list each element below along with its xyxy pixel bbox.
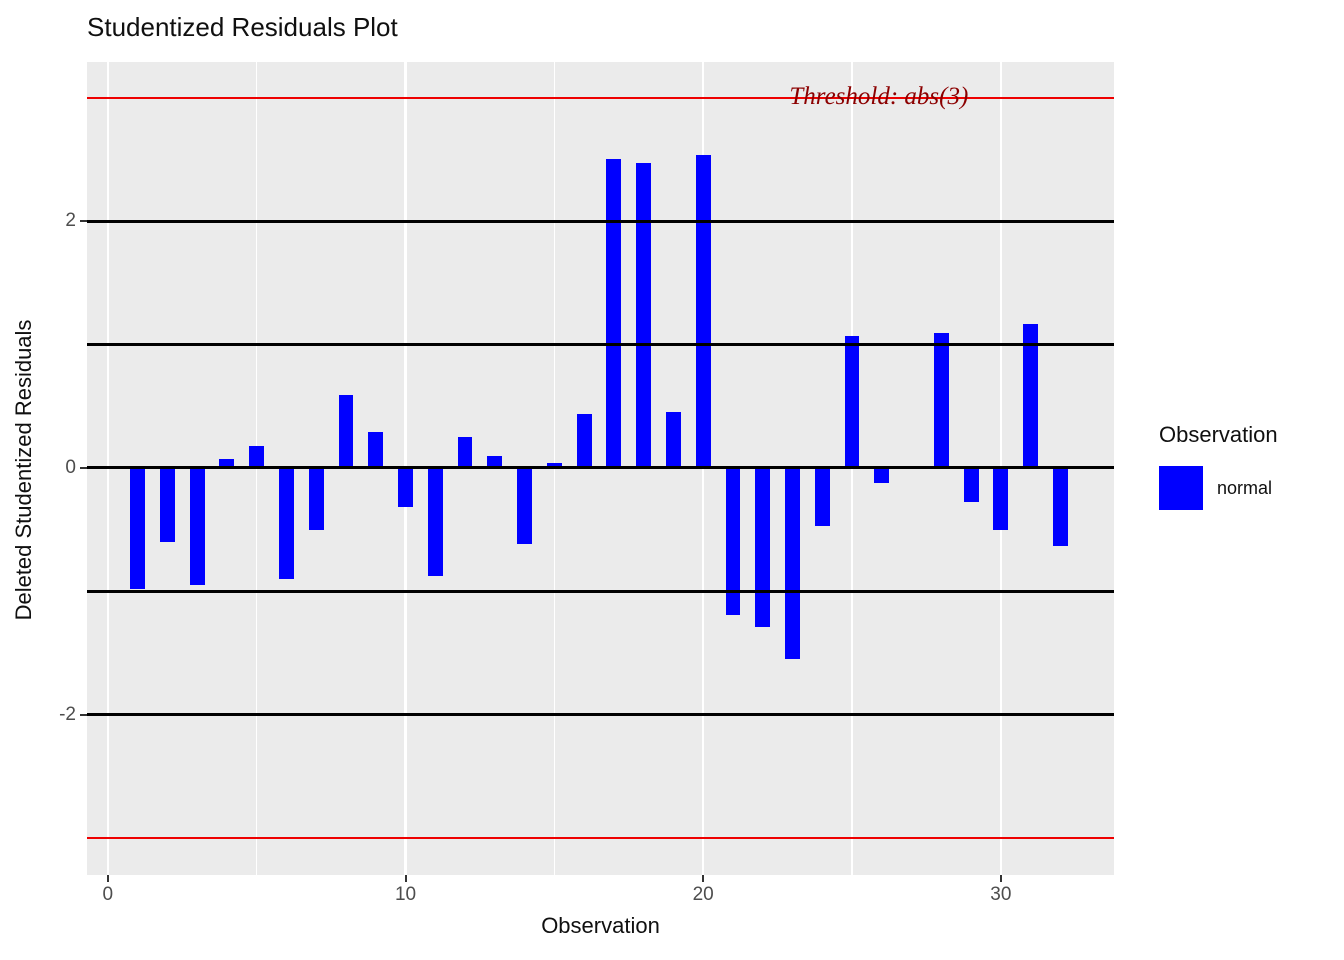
y-tick-0	[80, 466, 87, 469]
x-tick-20	[702, 875, 705, 882]
legend-swatch-icon	[1159, 466, 1203, 510]
bar-observation-23	[785, 467, 800, 660]
reference-line-y-0	[87, 466, 1114, 470]
legend: Observation normal	[1159, 422, 1278, 510]
legend-item-label: normal	[1217, 477, 1273, 498]
bar-observation-12	[457, 437, 473, 468]
bar-observation-26	[874, 467, 890, 483]
bar-observation-15	[546, 462, 562, 468]
x-tick-30	[999, 875, 1002, 882]
y-tick-label-0: 0	[65, 456, 76, 478]
bar-observation-24	[814, 467, 830, 526]
bar-observation-21	[725, 467, 741, 615]
y-tick--2	[80, 713, 87, 716]
bar-observation-30	[993, 467, 1009, 530]
reference-line-y--2	[87, 713, 1114, 717]
bar-observation-22	[755, 467, 771, 628]
bar-observation-3	[189, 467, 205, 586]
reference-line-y--1	[87, 589, 1114, 593]
reference-line-y-1	[87, 343, 1114, 346]
plot-title: Studentized Residuals Plot	[87, 12, 398, 42]
bar-observation-7	[308, 467, 324, 530]
y-tick-label-2: 2	[65, 210, 76, 232]
threshold-line-y--3	[87, 836, 1114, 839]
threshold-annotation: Threshold: abs(3)	[789, 82, 969, 110]
x-tick-label-0: 0	[102, 884, 114, 905]
x-tick-0	[106, 875, 109, 882]
bar-observation-14	[517, 467, 533, 545]
threshold-line-y-3	[87, 96, 1114, 99]
bar-observation-25	[844, 335, 860, 468]
x-axis-title: Observation	[541, 913, 660, 938]
bar-observation-13	[487, 455, 503, 468]
bar-observation-18	[636, 163, 652, 468]
bar-observation-28	[933, 333, 949, 468]
bar-observation-5	[249, 445, 265, 468]
bar-observation-8	[338, 395, 354, 468]
bar-observation-20	[695, 154, 711, 468]
x-tick-10	[404, 875, 407, 882]
y-tick-label--2: -2	[59, 703, 76, 725]
reference-line-y-2	[87, 219, 1114, 223]
legend-item-normal: normal	[1159, 466, 1278, 510]
x-tick-label-30: 30	[990, 884, 1012, 905]
bar-observation-31	[1023, 323, 1039, 468]
y-tick-2	[80, 220, 87, 223]
bar-observation-11	[427, 467, 443, 577]
bar-observation-17	[606, 159, 622, 468]
plot-panel	[87, 62, 1114, 875]
bar-observation-16	[576, 413, 592, 468]
bar-observation-9	[368, 432, 384, 468]
bar-observation-32	[1052, 467, 1068, 546]
bar-observation-29	[963, 467, 979, 503]
bar-observation-10	[398, 467, 413, 508]
bar-observation-6	[279, 467, 294, 579]
bar-observation-1	[130, 467, 146, 589]
y-axis-title: Deleted Studentized Residuals	[11, 319, 36, 621]
bar-observation-19	[665, 412, 681, 468]
x-tick-label-20: 20	[692, 884, 714, 905]
x-tick-label-10: 10	[394, 884, 417, 905]
bar-observation-4	[219, 459, 235, 468]
legend-title: Observation	[1159, 422, 1278, 447]
bar-observation-2	[159, 467, 175, 542]
